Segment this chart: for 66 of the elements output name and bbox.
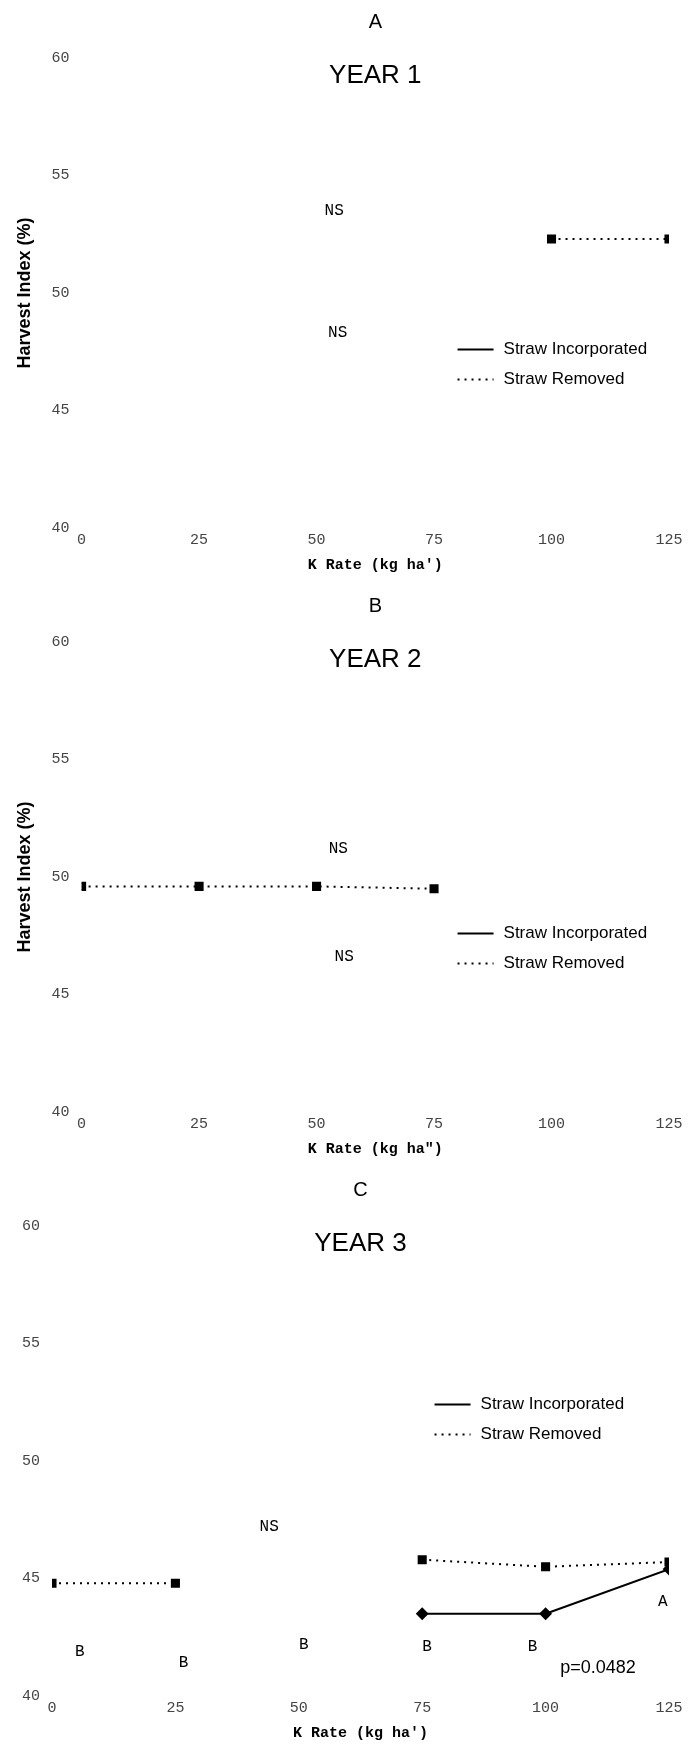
y-axis-title: Harvest Index (%) (13, 217, 34, 369)
chart-title: YEAR 2 (329, 643, 422, 674)
y-tick-label: 40 (21, 1687, 40, 1705)
x-axis-title: K Rate (kg ha') (307, 556, 443, 574)
y-tick-label: 45 (51, 986, 70, 1004)
y-tick-label: 50 (51, 868, 70, 886)
annotation: B (298, 1635, 309, 1654)
x-tick-label: 100 (538, 531, 566, 549)
x-tick-label: 100 (538, 1115, 566, 1133)
y-tick-label: 60 (51, 49, 70, 67)
x-tick-label: 0 (47, 1699, 57, 1717)
y-tick-label: 40 (51, 1103, 70, 1121)
legend-label: Straw Removed (480, 1424, 602, 1444)
text: B (368, 593, 382, 616)
annotation: B (422, 1637, 432, 1656)
legend-label: Straw Incorporated (480, 1394, 625, 1414)
point (416, 1607, 429, 1620)
point (541, 1562, 551, 1572)
annotation: NS (259, 1518, 279, 1537)
x-tick-label: 100 (532, 1699, 560, 1717)
y-tick-label: 55 (21, 1335, 40, 1353)
y-tick-label: 45 (21, 1570, 40, 1588)
point (539, 1607, 552, 1620)
annotation: B (527, 1637, 538, 1656)
x-tick-label: 50 (289, 1699, 308, 1717)
annotation: NS (334, 948, 354, 967)
y-tick-label: 60 (51, 633, 70, 651)
x-axis-title: K Rate (kg ha") (307, 1140, 443, 1158)
x-axis-title: K Rate (kg ha') (292, 1724, 429, 1742)
annotation: B (178, 1654, 189, 1673)
x-tick-label: 25 (166, 1699, 185, 1717)
legend-label: Straw Removed (503, 953, 625, 973)
annotation: p=0.0482 (560, 1656, 636, 1677)
chart-title: YEAR 3 (314, 1227, 407, 1258)
legend-label: Straw Incorporated (503, 923, 648, 943)
y-tick-label: 50 (51, 284, 70, 302)
x-tick-label: 125 (655, 1115, 683, 1133)
annotation: NS (328, 840, 348, 859)
text: A (368, 9, 383, 32)
x-tick-label: 75 (413, 1699, 432, 1717)
y-tick-label: 55 (51, 751, 70, 769)
text: C (353, 1177, 368, 1200)
y-tick-label: 45 (51, 402, 70, 420)
chart-title: YEAR 1 (329, 59, 422, 90)
x-tick-label: 125 (655, 1699, 683, 1717)
y-axis-title: Harvest Index (%) (13, 801, 34, 953)
x-tick-label: 25 (190, 1115, 209, 1133)
x-tick-label: 75 (425, 531, 444, 549)
x-tick-label: 50 (307, 1115, 326, 1133)
x-tick-label: 0 (77, 1115, 87, 1133)
x-tick-label: 25 (190, 531, 209, 549)
x-tick-label: 125 (655, 531, 683, 549)
point (417, 1555, 427, 1565)
y-tick-label: 55 (51, 167, 70, 185)
annotation: B (74, 1642, 85, 1661)
x-tick-label: 50 (307, 531, 326, 549)
x-tick-label: 0 (77, 531, 87, 549)
y-tick-label: 50 (21, 1452, 40, 1470)
annotation: NS (324, 201, 344, 220)
legend-label: Straw Removed (503, 369, 625, 389)
x-tick-label: 75 (425, 1115, 444, 1133)
y-tick-label: 40 (51, 519, 70, 537)
y-tick-label: 60 (21, 1217, 40, 1235)
legend-label: Straw Incorporated (503, 339, 648, 359)
annotation: NS (328, 324, 348, 343)
annotation: A (658, 1593, 669, 1612)
